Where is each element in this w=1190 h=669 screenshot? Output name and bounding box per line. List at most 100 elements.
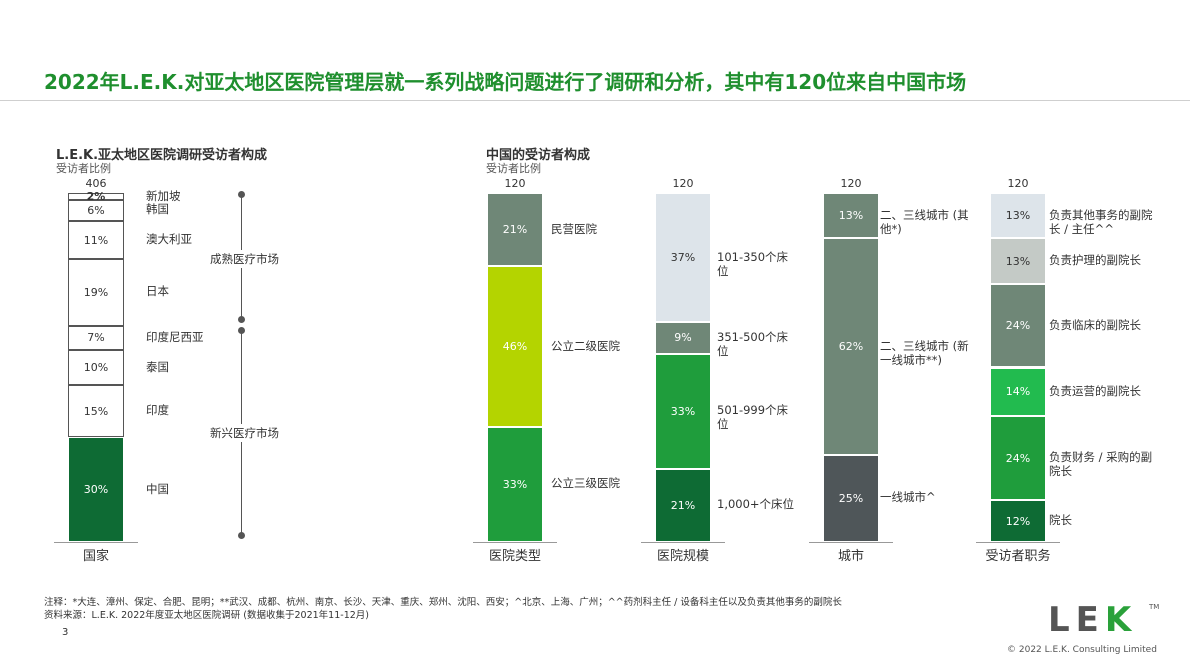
segment-category-label: 公立二级医院 [551,338,620,353]
bar-segment: 21% [487,193,543,267]
bar-baseline [641,542,725,543]
title-divider [0,100,1190,101]
copyright: © 2022 L.E.K. Consulting Limited [1007,645,1157,655]
segment-category-label: 负责护理的副院长 [1049,253,1141,268]
segment-category-label: 院长 [1049,513,1072,528]
segment-value-label: 46% [502,340,528,354]
bar-baseline [976,542,1060,543]
category-axis-label: 受访者职务 [985,549,1051,564]
bracket-dot [238,327,245,334]
segment-category-label: 印度尼西亚 [146,329,204,344]
segment-value-label: 11% [83,233,109,247]
segment-value-label: 10% [83,360,109,374]
segment-category-label: 中国 [146,481,169,496]
left-section-subtitle: 受访者比例 [56,162,111,175]
segment-category-label: 101-350个床位 [717,249,789,278]
segment-value-label: 33% [670,404,696,418]
bar-segment: 24% [990,416,1046,501]
bar-total-label: 120 [504,177,526,190]
trademark-mark: TM [1149,603,1160,611]
bar-segment: 10% [68,350,124,385]
segment-category-label: 日本 [146,284,169,299]
segment-value-label: 19% [83,285,109,299]
segment-value-label: 15% [83,404,109,418]
segment-value-label: 30% [83,483,109,497]
bar-total-label: 120 [840,177,862,190]
segment-category-label: 澳大利亚 [146,232,192,247]
segment-value-label: 33% [502,477,528,491]
bar-segment: 14% [990,367,1046,417]
bar-segment: 9% [655,322,711,354]
segment-value-label: 25% [838,491,864,505]
lek-logo: LEK [1048,600,1138,640]
segment-value-label: 24% [1005,319,1031,333]
segment-category-label: 韩国 [146,202,169,217]
segment-category-label: 二、三线城市 (新一线城市**) [880,338,969,367]
category-axis-label: 城市 [837,549,864,564]
right-section-title: 中国的受访者构成 [486,148,591,163]
bracket-dot [238,191,245,198]
bar-segment: 24% [990,283,1046,368]
segment-category-label: 公立三级医院 [551,476,620,491]
mature-market-label: 成熟医疗市场 [210,250,279,268]
bar-baseline [809,542,893,543]
footnote: 注释：*大连、漳州、保定、合肥、昆明；**武汉、成都、杭州、南京、长沙、天津、重… [44,597,842,608]
bracket-dot [238,532,245,539]
bar-segment: 25% [823,454,879,542]
bar-total-label: 120 [672,177,694,190]
category-axis-label: 医院规模 [656,549,709,564]
segment-category-label: 一线城市^ [880,490,936,505]
bar-segment: 13% [823,193,879,239]
source-note: 资料来源：L.E.K. 2022年度亚太地区医院调研 (数据收集于2021年11… [44,610,369,621]
segment-category-label: 印度 [146,403,169,418]
bar-segment: 19% [68,259,124,326]
bar-segment: 2% [68,189,124,203]
segment-value-label: 21% [502,223,528,237]
segment-category-label: 民营医院 [551,221,597,236]
category-axis-label: 医院类型 [488,549,541,564]
bar-segment: 15% [68,384,124,438]
segment-value-label: 13% [838,209,864,223]
segment-value-label: 21% [670,498,696,512]
left-section-title: L.E.K.亚太地区医院调研受访者构成 [56,148,268,163]
category-axis-label: 国家 [82,549,109,564]
segment-value-label: 12% [1005,514,1031,528]
bar-segment: 7% [68,325,124,351]
bar-segment: 62% [823,238,879,455]
emerging-market-label: 新兴医疗市场 [210,424,279,442]
bar-segment: 12% [990,500,1046,542]
segment-category-label: 负责运营的副院长 [1049,383,1141,398]
segment-value-label: 37% [670,251,696,265]
segment-value-label: 62% [838,340,864,354]
segment-category-label: 新加坡 [146,189,181,203]
segment-value-label: 9% [674,331,692,345]
page-number: 3 [62,627,69,638]
bracket-dot [238,316,245,323]
segment-category-label: 1,000+个床位 [717,497,795,512]
bar-baseline [54,542,138,543]
bar-segment: 11% [68,220,124,260]
segment-category-label: 负责财务 / 采购的副院长 [1049,450,1153,479]
bar-segment: 46% [487,266,543,427]
right-section-subtitle: 受访者比例 [486,162,541,175]
bar-segment: 13% [990,193,1046,239]
segment-category-label: 负责临床的副院长 [1049,317,1141,332]
segment-value-label: 13% [1005,254,1031,268]
segment-value-label: 13% [1005,209,1031,223]
bar-segment: 33% [655,353,711,469]
segment-value-label: 6% [87,203,105,217]
bar-total-label: 120 [1007,177,1029,190]
bar-baseline [473,542,557,543]
bar-segment: 33% [487,426,543,542]
page-title: 2022年L.E.K.对亚太地区医院管理层就一系列战略问题进行了调研和分析，其中… [44,70,967,94]
segment-category-label: 负责其他事务的副院长 / 主任^^ [1049,207,1153,236]
bar-segment: 13% [990,238,1046,284]
segment-value-label: 2% [86,189,106,203]
bar-segment: 30% [68,437,124,542]
segment-value-label: 14% [1005,385,1031,399]
segment-category-label: 二、三线城市 (其他*) [880,207,969,236]
segment-value-label: 7% [87,331,105,345]
segment-value-label: 24% [1005,451,1031,465]
bar-total-label: 406 [85,177,107,190]
